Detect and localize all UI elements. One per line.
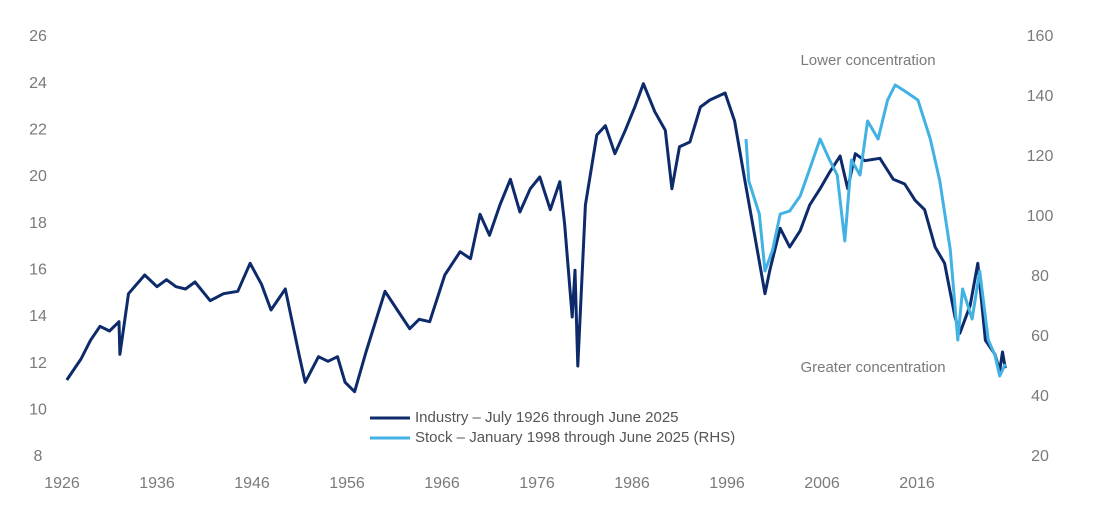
x-tick-label: 1986 [614, 475, 650, 492]
y2-tick-label: 40 [1031, 388, 1049, 405]
y-tick-label: 16 [29, 262, 47, 279]
x-tick-label: 1926 [44, 475, 80, 492]
x-tick-label: 1996 [709, 475, 745, 492]
y-tick-label: 22 [29, 122, 47, 139]
y-tick-label: 20 [29, 168, 47, 185]
y2-tick-label: 120 [1027, 148, 1054, 165]
y-tick-label: 18 [29, 215, 47, 232]
x-tick-label: 1956 [329, 475, 365, 492]
legend-label: Stock – January 1998 through June 2025 (… [415, 429, 735, 446]
legend: Industry – July 1926 through June 2025 St… [370, 409, 735, 446]
series-line [65, 82, 1007, 394]
y-tick-label: 8 [34, 448, 43, 465]
y2-tick-label: 20 [1031, 448, 1049, 465]
x-tick-label: 1936 [139, 475, 175, 492]
x-tick-label: 2016 [899, 475, 935, 492]
x-tick-label: 2006 [804, 475, 840, 492]
y-tick-label: 10 [29, 402, 47, 419]
annotation: Lower concentration [800, 52, 935, 69]
x-tick-label: 1946 [234, 475, 270, 492]
y-tick-label: 24 [29, 75, 47, 92]
x-tick-label: 1966 [424, 475, 460, 492]
annotation: Greater concentration [800, 359, 945, 376]
x-tick-label: 1976 [519, 475, 555, 492]
y-tick-label: 12 [29, 355, 47, 372]
y2-tick-label: 60 [1031, 328, 1049, 345]
y2-tick-label: 100 [1027, 208, 1054, 225]
y-tick-label: 14 [29, 308, 47, 325]
series-line [744, 83, 1007, 378]
legend-label: Industry – July 1926 through June 2025 [415, 409, 679, 426]
y2-tick-label: 160 [1027, 28, 1054, 45]
y-tick-label: 26 [29, 28, 47, 45]
y2-tick-label: 140 [1027, 88, 1054, 105]
y2-tick-label: 80 [1031, 268, 1049, 285]
